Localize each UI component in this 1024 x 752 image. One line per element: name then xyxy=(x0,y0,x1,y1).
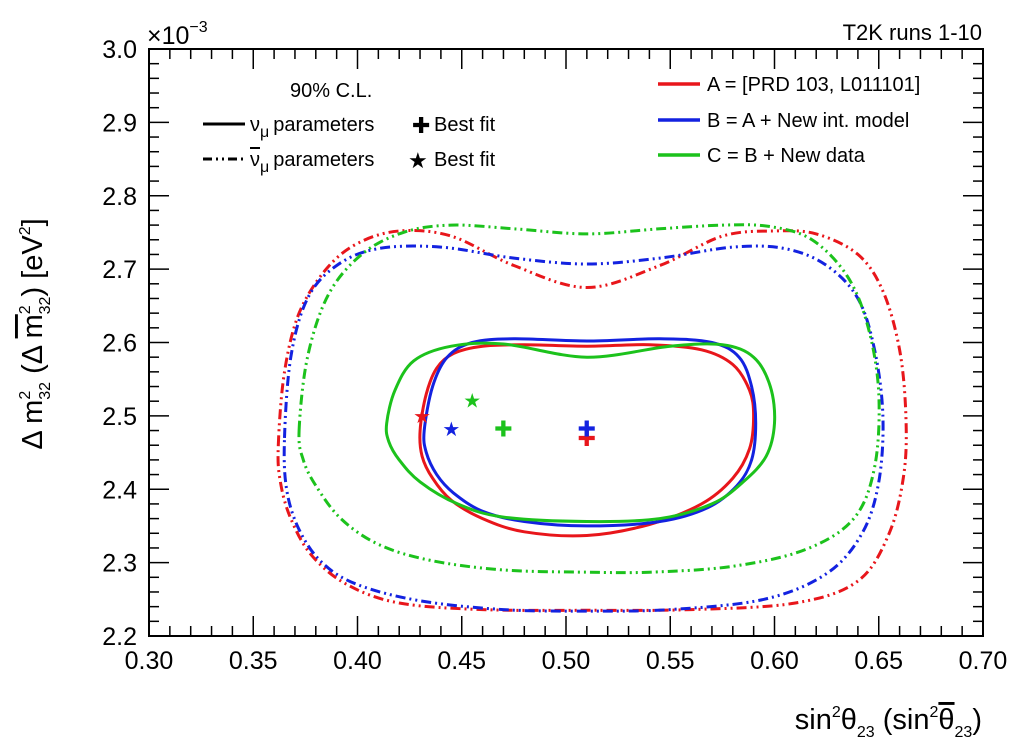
contour-b-solid xyxy=(422,337,758,528)
header-right: T2K runs 1-10 xyxy=(843,20,982,45)
y-axis-title: Δ m2 32 (Δ m2 32) [eV2] xyxy=(17,218,54,449)
legend-cross-icon: ✚ xyxy=(412,113,430,138)
y-tick-label: 2.7 xyxy=(102,256,137,284)
best-fit-nubar-b-marker: ★ xyxy=(442,419,460,441)
contour-c-solid xyxy=(384,341,777,524)
best-fit-nu-a-marker: ✚ xyxy=(578,426,596,451)
axis-ticks xyxy=(148,48,984,637)
best-fit-nu-b-marker: ✚ xyxy=(578,416,596,441)
x-tick-label: 0.50 xyxy=(542,647,591,675)
best-fit-nu-c-marker: ✚ xyxy=(494,416,512,441)
legend-best-fit-nu: Best fit xyxy=(434,114,496,136)
legend-cl-header: 90% C.L. xyxy=(290,80,372,102)
contour-a-solid xyxy=(418,343,756,538)
legend-a-label: A = [PRD 103, L011101] xyxy=(707,74,920,96)
x-tick-label: 0.65 xyxy=(854,647,903,675)
plot-frame xyxy=(148,48,984,637)
x-tick-label: 0.45 xyxy=(437,647,486,675)
y-tick-label: 2.3 xyxy=(102,550,137,578)
legend-solid-label: νμ parameters xyxy=(250,114,374,141)
y-tick-label: 2.6 xyxy=(102,330,137,358)
x-tick-label: 0.60 xyxy=(750,647,799,675)
legend-best-fit-nubar: Best fit xyxy=(434,149,496,171)
y-tick-label: 2.9 xyxy=(102,109,137,137)
legend-models: A = [PRD 103, L011101] B = A + New int. … xyxy=(658,74,920,167)
y-tick-labels: 2.2 2.3 2.4 2.5 2.6 2.7 2.8 2.9 3.0 xyxy=(102,36,137,651)
y-tick-label: 2.5 xyxy=(102,403,137,431)
y-tick-label: 2.8 xyxy=(102,183,137,211)
contour-c-dashdot xyxy=(297,223,881,575)
x-tick-label: 0.35 xyxy=(229,647,278,675)
y-tick-label: 2.4 xyxy=(102,476,137,504)
best-fit-markers: ✚✚✚★★★ xyxy=(413,390,596,450)
legend-dashdot-label: νμ parameters xyxy=(250,149,374,176)
contour-curves xyxy=(276,223,908,613)
legend-cl: 90% C.L. νμ parameters νμ parameters ✚ Bes… xyxy=(203,80,496,176)
x-tick-label: 0.55 xyxy=(646,647,695,675)
contour-b-dashdot xyxy=(282,244,885,613)
legend-b-label: B = A + New int. model xyxy=(707,110,909,132)
y-tick-label: 3.0 xyxy=(102,36,137,64)
x-tick-labels: 0.30 0.35 0.40 0.45 0.50 0.55 0.60 0.65 0.70 xyxy=(125,647,1008,675)
legend-star-icon: ★ xyxy=(408,148,428,173)
x-tick-label: 0.70 xyxy=(959,647,1008,675)
x-axis-title: sin2θ23 (sin2θ23) xyxy=(795,704,982,741)
x-tick-label: 0.40 xyxy=(333,647,382,675)
legend-c-label: C = B + New data xyxy=(707,145,866,167)
x-tick-label: 0.30 xyxy=(125,647,174,675)
y-exponent-label: ×10−3 xyxy=(147,19,208,50)
y-tick-label: 2.2 xyxy=(102,623,137,651)
contour-a-dashdot xyxy=(276,228,908,612)
best-fit-nubar-c-marker: ★ xyxy=(463,390,481,412)
best-fit-nubar-a-marker: ★ xyxy=(413,406,431,428)
